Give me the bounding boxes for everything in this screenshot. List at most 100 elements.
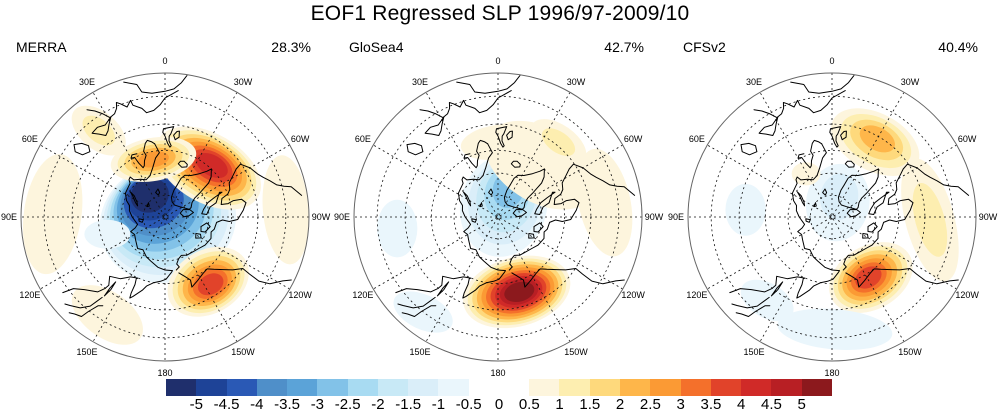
colorbar-tick-label: 1: [555, 396, 564, 413]
colorbar-tick-label: -3: [310, 396, 325, 413]
lon-label: 150W: [898, 347, 922, 357]
panel-header-glosea4: GloSea4 42.7%: [333, 38, 666, 56]
anomaly-field: [725, 108, 959, 351]
lon-label: 120W: [955, 290, 979, 300]
colorbar-segment: [529, 379, 560, 396]
lon-label: 30E: [412, 77, 428, 87]
colorbar-tick-label: 0.5: [518, 396, 540, 413]
lon-label: 90W: [312, 212, 331, 222]
lon-label: 90W: [645, 212, 664, 222]
coastlines: [729, 74, 970, 317]
panel-variance-cfsv2: 40.4%: [938, 39, 978, 55]
panel-label-glosea4: GloSea4: [349, 39, 404, 55]
lon-label: 0: [495, 56, 500, 66]
colorbar-segment: [347, 379, 378, 396]
lon-label: 180: [157, 368, 172, 378]
map-merra: 0 30W 60W 90W 120W 150W 180 150E 120E 90E 60E 30E: [1, 56, 331, 378]
colorbar-segment: [650, 379, 681, 396]
lon-label: 60W: [291, 134, 310, 144]
colorbar-segment: [559, 379, 590, 396]
lon-label: 30E: [746, 77, 762, 87]
map-cfsv2: 0 30W 60W 90W 120W 150W 180 150E 120E 90E 60E 30E: [668, 56, 998, 378]
colorbar-segment: [317, 379, 348, 396]
lon-label: 60E: [689, 134, 705, 144]
colorbar-segment: [468, 379, 499, 396]
graticule: [688, 73, 976, 361]
colorbar-tick-label: -5: [189, 396, 203, 413]
lon-label: 150E: [743, 347, 764, 357]
lon-label: 60W: [624, 134, 643, 144]
colorbar-segment: [498, 379, 530, 396]
panel-label-cfsv2: CFSv2: [683, 39, 726, 55]
colorbar-segment: [408, 379, 439, 396]
lon-label: 90E: [668, 212, 684, 222]
colorbar-tick-label: 0: [494, 396, 504, 413]
lon-label: 120E: [686, 290, 707, 300]
colorbar-segment: [226, 379, 257, 396]
colorbar-tick-label: 4.5: [761, 396, 782, 413]
colorbar-tick-label: 2.5: [639, 396, 661, 413]
colorbar-tick-label: -1: [431, 396, 446, 413]
lon-label: 150E: [409, 347, 430, 357]
lon-label: 30W: [567, 77, 586, 87]
colorbar-tick-label: 3: [676, 396, 685, 413]
colorbar-segment: [710, 379, 742, 396]
colorbar-segment: [438, 379, 469, 396]
colorbar-tick-label: -4.5: [213, 396, 240, 413]
colorbar-tick-label: -1.5: [395, 396, 422, 413]
colorbar-tick-label: -4: [250, 396, 264, 413]
colorbar-segment: [256, 379, 288, 396]
graticule: [354, 73, 642, 361]
colorbar-tick-labels: -5 -4.5 -4 -3.5 -3 -2.5 -2 -1.5 -1 -0.5 0 0.5 1 1.5 2 2…: [166, 396, 832, 414]
colorbar-segment: [196, 379, 227, 396]
colorbar-tick-label: -3.5: [274, 396, 301, 413]
colorbar-segment: [166, 379, 197, 396]
colorbar-segment: [801, 379, 832, 396]
colorbar-tick-label: -2: [371, 396, 385, 413]
colorbar-segment: [377, 379, 409, 396]
panel-variance-glosea4: 42.7%: [604, 39, 644, 55]
colorbar-tick-label: 4: [737, 396, 746, 413]
lon-label: 120W: [288, 290, 312, 300]
lon-label: 30W: [901, 77, 920, 87]
lon-label: 180: [824, 368, 839, 378]
lon-label: 30W: [234, 77, 253, 87]
lon-label: 120E: [19, 290, 40, 300]
lon-label: 150E: [76, 347, 97, 357]
lon-label: 120E: [352, 290, 373, 300]
lon-label: 60E: [22, 134, 38, 144]
lon-label: 120W: [621, 290, 645, 300]
lon-label: 180: [490, 368, 505, 378]
lon-label: 0: [829, 56, 834, 66]
map-outline: [353, 72, 643, 362]
colorbar-tick-label: 5: [797, 396, 806, 413]
lon-label: 0: [162, 56, 167, 66]
panel-header-merra: MERRA 28.3%: [0, 38, 333, 56]
colorbar-segment: [619, 379, 651, 396]
lon-label: 90E: [1, 212, 17, 222]
panel-header-cfsv2: CFSv2 40.4%: [667, 38, 1000, 56]
colorbar-tick-label: 2: [615, 396, 625, 413]
graticule: [21, 73, 309, 361]
lon-label: 60W: [958, 134, 977, 144]
map-outline: [20, 72, 310, 362]
colorbar-tick-label: -0.5: [455, 396, 482, 413]
panel-variance-merra: 28.3%: [271, 39, 311, 55]
lon-label: 60E: [355, 134, 371, 144]
lon-label: 150W: [564, 347, 588, 357]
colorbar-segment: [680, 379, 711, 396]
coastlines: [395, 74, 636, 317]
panel-label-merra: MERRA: [16, 39, 67, 55]
lon-label: 30E: [79, 77, 95, 87]
colorbar-segment: [287, 379, 318, 396]
lon-label: 90E: [334, 212, 350, 222]
map-glosea4: 0 30W 60W 90W 120W 150W 180 150E 120E 90E 60E 30E: [334, 56, 664, 378]
lon-label: 150W: [231, 347, 255, 357]
figure-title: EOF1 Regressed SLP 1996/97-2009/10: [310, 2, 690, 25]
colorbar-tick-label: 1.5: [579, 396, 601, 413]
colorbar: [166, 379, 832, 396]
colorbar-segment: [741, 379, 772, 396]
coastlines: [62, 74, 303, 317]
colorbar-tick-label: 3.5: [700, 396, 722, 413]
